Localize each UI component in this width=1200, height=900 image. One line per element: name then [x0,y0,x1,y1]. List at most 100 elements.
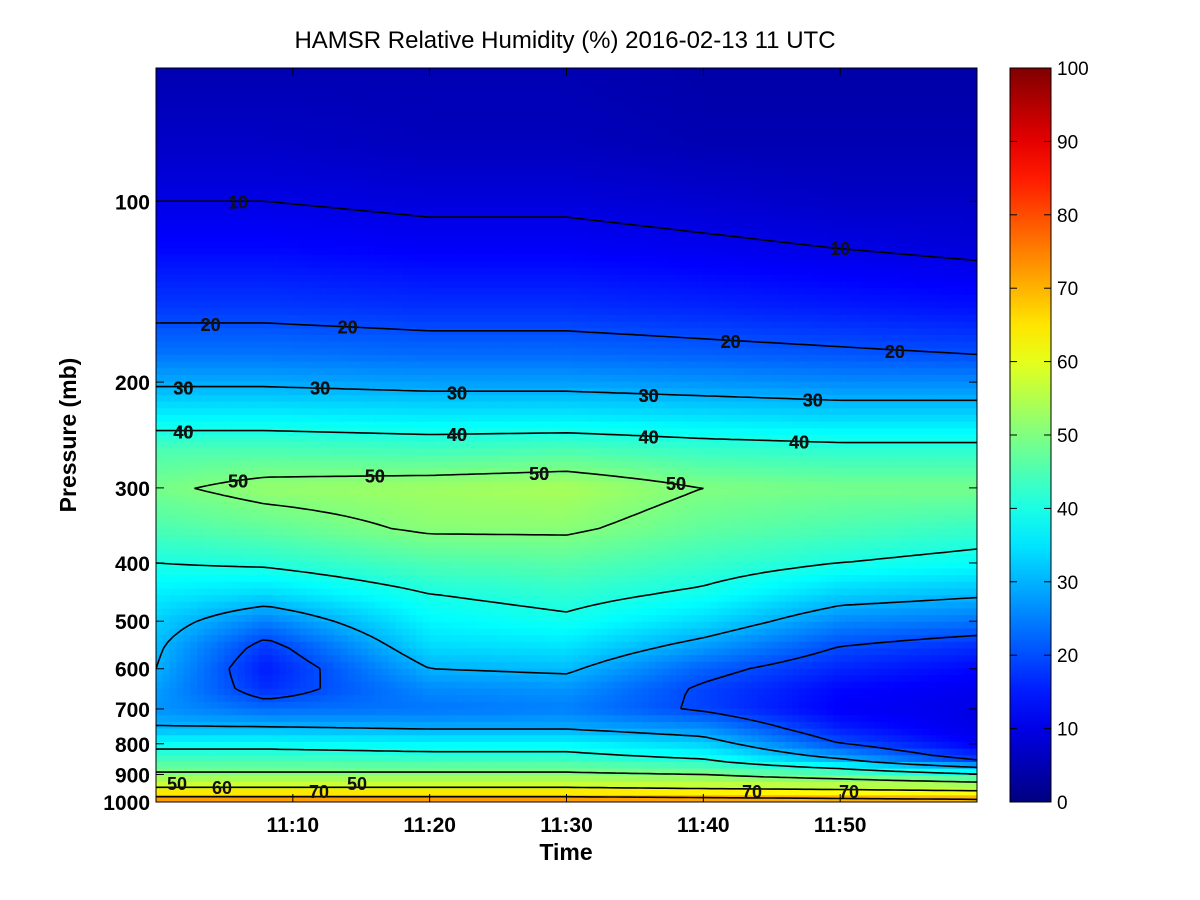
heatmap-cell [320,608,328,616]
heatmap-cell [306,74,314,82]
heatmap-cell [395,274,403,283]
heatmap-cell [176,308,184,316]
heatmap-cell [320,661,328,670]
heatmap-cell [183,101,191,109]
heatmap-cell [443,114,451,122]
heatmap-cell [299,394,308,403]
heatmap-cell [402,461,410,469]
heatmap-cell [306,521,314,530]
heatmap-cell [176,561,184,570]
heatmap-cell [381,234,390,243]
heatmap-cell [169,655,178,663]
heatmap-cell [347,475,356,483]
heatmap-cell [450,361,458,369]
heatmap-cell [292,781,301,790]
heatmap-cell [224,715,232,723]
heatmap-cell [231,214,239,223]
heatmap-cell [436,708,444,716]
heatmap-cell [374,715,383,723]
heatmap-cell [436,488,444,496]
heatmap-cell [415,735,424,743]
heatmap-cell [429,668,438,676]
heatmap-cell [176,121,184,129]
heatmap-cell [368,521,376,530]
heatmap-cell [395,481,403,489]
heatmap-cell [395,414,403,423]
heatmap-cell [402,615,410,623]
heatmap-cell [354,341,362,349]
heatmap-cell [422,308,431,316]
heatmap-cell [210,148,219,156]
heatmap-cell [457,488,465,496]
heatmap-cell [374,561,383,570]
heatmap-cell [251,741,260,750]
heatmap-cell [162,321,171,329]
heatmap-cell [320,68,328,76]
heatmap-cell [272,661,280,670]
heatmap-cell [402,228,410,236]
heatmap-cell [457,441,465,449]
heatmap-cell [279,381,287,389]
heatmap-cell [313,354,321,363]
heatmap-cell [258,701,267,710]
heatmap-cell [388,81,397,89]
heatmap-cell [190,174,198,183]
heatmap-cell [203,401,212,409]
heatmap-cell [231,334,239,343]
heatmap-cell [320,681,328,690]
heatmap-cell [415,601,424,610]
heatmap-cell [292,168,301,176]
heatmap-cell [279,561,287,570]
heatmap-cell [299,248,308,256]
heatmap-cell [156,621,164,630]
heatmap-cell [388,515,397,523]
heatmap-cell [320,121,328,129]
heatmap-cell [279,435,287,443]
heatmap-cell [361,121,369,129]
heatmap-cell [429,615,438,623]
heatmap-cell [162,181,171,189]
heatmap-cell [306,188,314,196]
heatmap-cell [169,214,178,223]
heatmap-cell [361,94,369,102]
heatmap-cell [238,761,246,770]
heatmap-cell [395,455,403,463]
heatmap-cell [409,668,417,676]
heatmap-cell [388,608,397,616]
heatmap-cell [217,134,226,142]
heatmap-cell [361,308,369,316]
heatmap-cell [279,595,287,603]
heatmap-cell [299,94,308,102]
heatmap-cell [409,495,417,503]
heatmap-cell [258,508,267,516]
heatmap-cell [224,628,232,636]
heatmap-cell [231,141,239,149]
heatmap-cell [279,328,287,336]
heatmap-cell [354,421,362,429]
heatmap-cell [299,381,308,389]
heatmap-cell [299,761,308,770]
heatmap-cell [244,334,253,343]
heatmap-cell [162,541,171,550]
heatmap-cell [156,81,164,89]
heatmap-cell [450,581,458,590]
heatmap-cell [279,341,287,349]
heatmap-cell [162,615,171,623]
heatmap-cell [292,775,301,783]
heatmap-cell [251,788,260,796]
heatmap-cell [231,441,239,449]
heatmap-cell [333,495,342,503]
heatmap-cell [422,455,431,463]
heatmap-cell [450,621,458,630]
heatmap-cell [429,221,438,229]
heatmap-cell [169,468,178,476]
heatmap-cell [190,508,198,516]
heatmap-cell [183,628,191,636]
heatmap-cell [190,635,198,643]
heatmap-cell [450,688,458,696]
heatmap-cell [197,755,205,763]
heatmap-cell [313,301,321,309]
heatmap-cell [415,148,424,156]
heatmap-cell [238,641,246,650]
heatmap-cell [340,735,349,743]
